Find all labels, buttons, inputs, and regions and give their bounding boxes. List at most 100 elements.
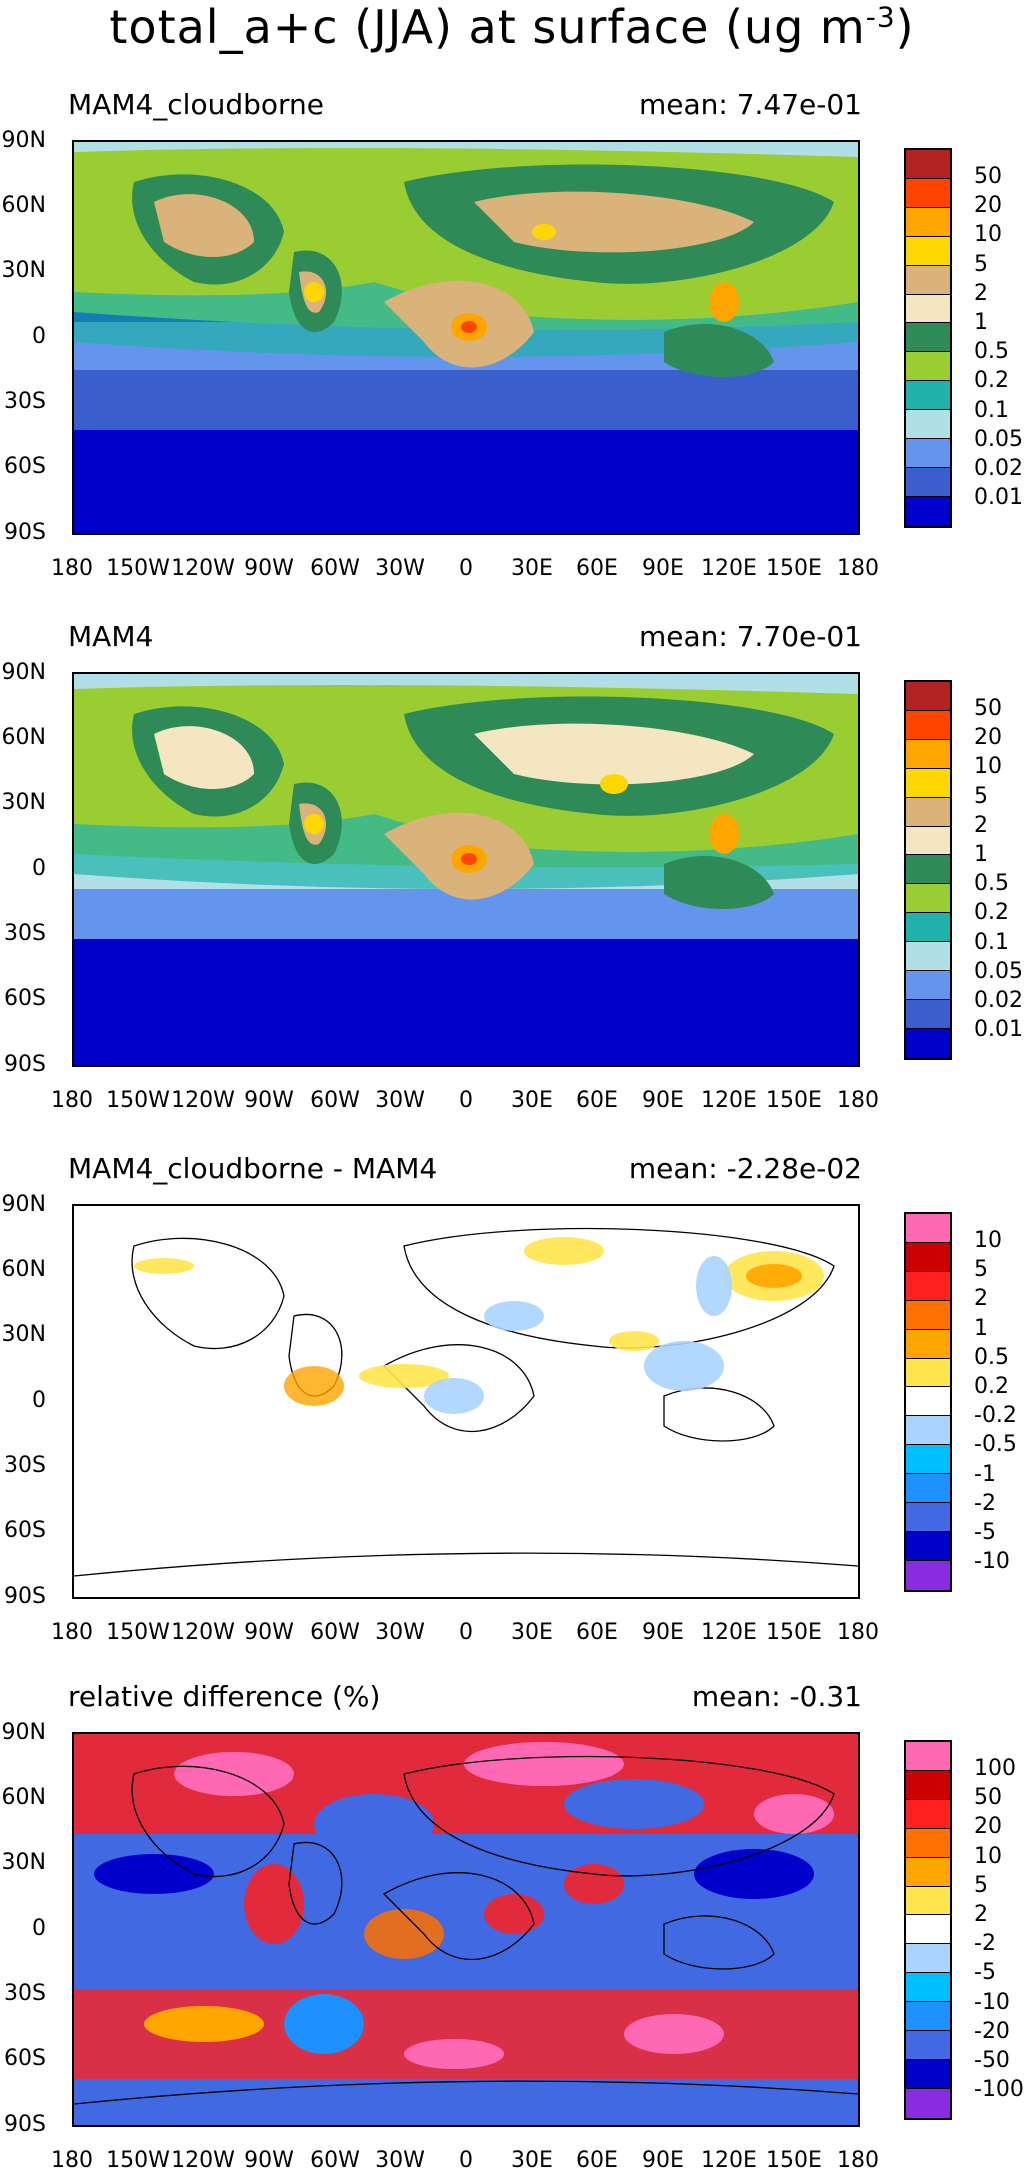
lon-label: 90E	[642, 2148, 684, 2173]
colorbar-swatch	[906, 1828, 950, 1858]
lat-label: 90S	[4, 520, 46, 545]
lon-label: 90E	[642, 556, 684, 581]
lat-label: 0	[32, 1388, 46, 1413]
lat-label: 60S	[4, 1518, 46, 1543]
lat-label: 90S	[4, 2112, 46, 2137]
lon-label: 180	[51, 556, 93, 581]
colorbar-label: 0.05	[974, 959, 1023, 984]
lat-label: 30S	[4, 1981, 46, 2006]
colorbar-swatch	[906, 352, 950, 382]
colorbar-label: -50	[974, 2048, 1010, 2073]
lon-label: 150W	[106, 1620, 170, 1645]
lon-label: 120W	[171, 556, 235, 581]
colorbar-label: 5	[974, 1873, 988, 1898]
figure-title: total_a+c (JJA) at surface (ug m-3)	[0, 0, 1024, 54]
colorbar-label: 0.1	[974, 930, 1009, 955]
lat-label: 0	[32, 856, 46, 881]
colorbar-label: 0.01	[974, 485, 1023, 510]
lon-label: 180	[51, 2148, 93, 2173]
colorbar-swatch	[906, 682, 950, 711]
colorbar-swatch	[906, 826, 950, 856]
colorbar-label: 0.5	[974, 871, 1009, 896]
lon-label: 120E	[701, 556, 757, 581]
colorbar-label: 0.02	[974, 456, 1023, 481]
colorbar-label: -5	[974, 1520, 996, 1545]
lon-label: 60W	[310, 556, 360, 581]
colorbar-swatch	[906, 410, 950, 440]
colorbar-swatch	[906, 2031, 950, 2060]
lon-label: 30W	[375, 556, 425, 581]
lon-label: 60E	[576, 1620, 618, 1645]
colorbar-label: 0.02	[974, 988, 1023, 1013]
colorbar-label: 0.2	[974, 368, 1009, 393]
colorbar	[904, 1212, 952, 1592]
lon-label: 30W	[375, 2148, 425, 2173]
panel-title: relative difference (%)	[68, 1680, 381, 1713]
panel-title: MAM4	[68, 620, 154, 653]
colorbar-label: -100	[974, 2077, 1024, 2102]
lat-label: 60S	[4, 2046, 46, 2071]
lon-label: 90W	[244, 556, 294, 581]
lat-label: 90N	[1, 128, 46, 153]
lon-label: 30W	[375, 1620, 425, 1645]
lat-label: 0	[32, 1916, 46, 1941]
lon-label: 180	[51, 1620, 93, 1645]
colorbar-label: 5	[974, 784, 988, 809]
colorbar-swatch	[906, 2002, 950, 2032]
lon-label: 120E	[701, 1620, 757, 1645]
colorbar-label: 2	[974, 281, 988, 306]
lat-label: 90S	[4, 1584, 46, 1609]
colorbar-swatch	[906, 1242, 950, 1272]
colorbar-swatch	[906, 1742, 950, 1771]
colorbar-label: -5	[974, 1960, 996, 1985]
map-plot	[72, 1732, 860, 2127]
lat-label: 60N	[1, 1785, 46, 1810]
lat-label: 30S	[4, 389, 46, 414]
lat-label: 60N	[1, 725, 46, 750]
lon-label: 120E	[701, 1088, 757, 1113]
colorbar	[904, 680, 952, 1060]
colorbar-swatch	[906, 1445, 950, 1475]
colorbar-swatch	[906, 1329, 950, 1359]
colorbar-label: 20	[974, 193, 1002, 218]
colorbar	[904, 148, 952, 528]
colorbar-swatch	[906, 1560, 950, 1590]
colorbar-swatch	[906, 1857, 950, 1887]
colorbar-label: 5	[974, 1257, 988, 1282]
colorbar-label: -10	[974, 1990, 1010, 2015]
lon-label: 60W	[310, 1620, 360, 1645]
lon-label: 90E	[642, 1620, 684, 1645]
lat-label: 90N	[1, 1192, 46, 1217]
lon-label: 180	[837, 1088, 879, 1113]
lon-label: 90W	[244, 2148, 294, 2173]
colorbar-label: 10	[974, 222, 1002, 247]
colorbar-swatch	[906, 381, 950, 411]
colorbar-label: -0.5	[974, 1432, 1017, 1457]
lat-label: 90N	[1, 1720, 46, 1745]
colorbar-swatch	[906, 1531, 950, 1561]
colorbar-swatch	[906, 913, 950, 943]
colorbar-swatch	[906, 1271, 950, 1301]
lon-label: 120W	[171, 2148, 235, 2173]
colorbar-label: -10	[974, 1549, 1010, 1574]
colorbar-label: -20	[974, 2019, 1010, 2044]
lat-label: 60S	[4, 454, 46, 479]
colorbar-label: 0.01	[974, 1017, 1023, 1042]
lon-label: 90W	[244, 1088, 294, 1113]
colorbar-label: 10	[974, 754, 1002, 779]
colorbar-label: 1	[974, 842, 988, 867]
colorbar-swatch	[906, 178, 950, 208]
colorbar-label: 0.2	[974, 900, 1009, 925]
lat-label: 30N	[1, 258, 46, 283]
colorbar-swatch	[906, 768, 950, 798]
colorbar-label: 0.2	[974, 1374, 1009, 1399]
lon-label: 30E	[511, 1620, 553, 1645]
lon-label: 0	[459, 1088, 473, 1113]
colorbar-swatch	[906, 1214, 950, 1243]
lon-label: 150E	[766, 1620, 822, 1645]
lon-label: 30E	[511, 556, 553, 581]
map-plot	[72, 672, 860, 1067]
colorbar-swatch	[906, 884, 950, 914]
lon-label: 180	[837, 1620, 879, 1645]
lat-label: 90S	[4, 1052, 46, 1077]
